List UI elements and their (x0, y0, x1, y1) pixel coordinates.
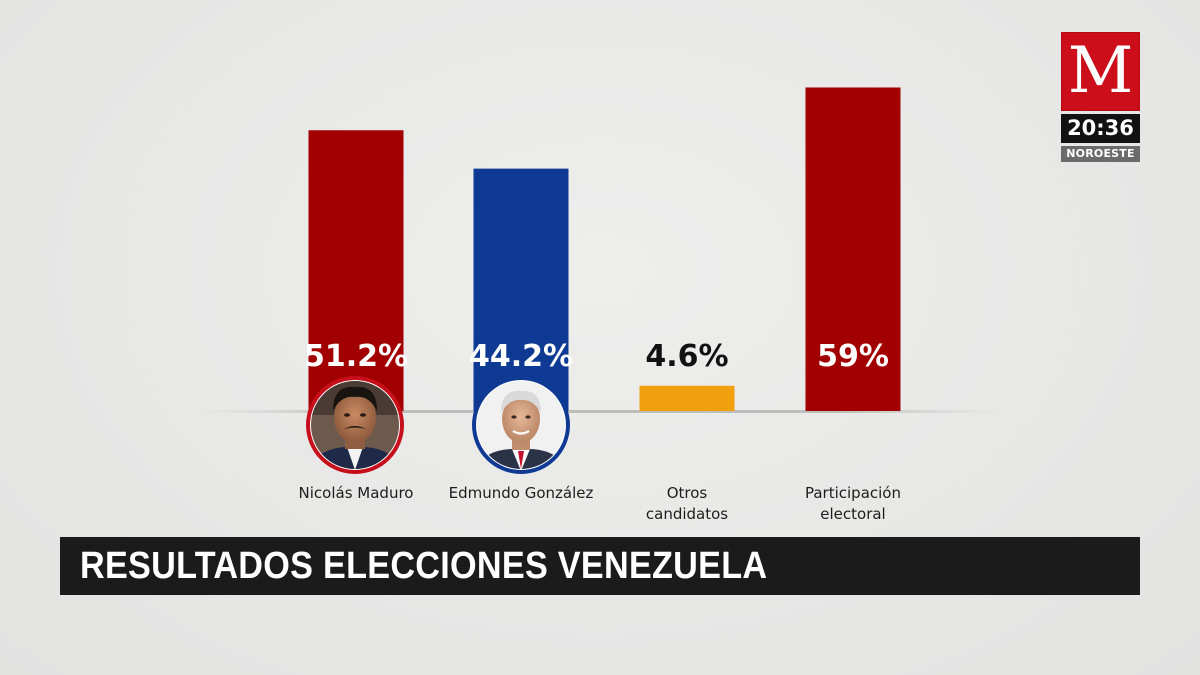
category-label-4-line-1: Participación (805, 484, 901, 502)
region-label: NOROESTE (1061, 146, 1140, 162)
logo-box: M (1061, 32, 1140, 111)
value-label-4: 59% (817, 339, 889, 374)
bar-1 (308, 130, 404, 411)
bars-layer (308, 87, 901, 411)
bar-2 (473, 168, 569, 411)
clock-time: 20:36 (1061, 114, 1140, 143)
headline-title: RESULTADOS ELECCIONES VENEZUELA (80, 545, 768, 587)
category-label-2: Edmundo González (449, 484, 594, 502)
category-label-3-line-2: candidatos (646, 505, 728, 523)
category-label-1: Nicolás Maduro (299, 484, 414, 502)
headline-banner: RESULTADOS ELECCIONES VENEZUELA (60, 537, 1140, 595)
milenio-logo: M 20:36 NOROESTE (1061, 32, 1140, 162)
value-label-1: 51.2% (304, 339, 408, 374)
category-label-3-line-1: Otros (667, 484, 708, 502)
avatars-layer (306, 376, 570, 474)
logo-letter: M (1067, 34, 1134, 108)
chart-baseline (200, 410, 1000, 413)
gonzalez-avatar (472, 376, 570, 474)
bar-4 (805, 87, 901, 411)
category-label-4-line-2: electoral (820, 505, 885, 523)
portrait-icon (477, 381, 565, 469)
labels-layer: 51.2% Nicolás Maduro 44.2% Edmundo González… (299, 339, 901, 523)
value-label-2: 44.2% (469, 339, 573, 374)
bar-3 (639, 385, 735, 411)
value-label-3: 4.6% (645, 339, 728, 374)
